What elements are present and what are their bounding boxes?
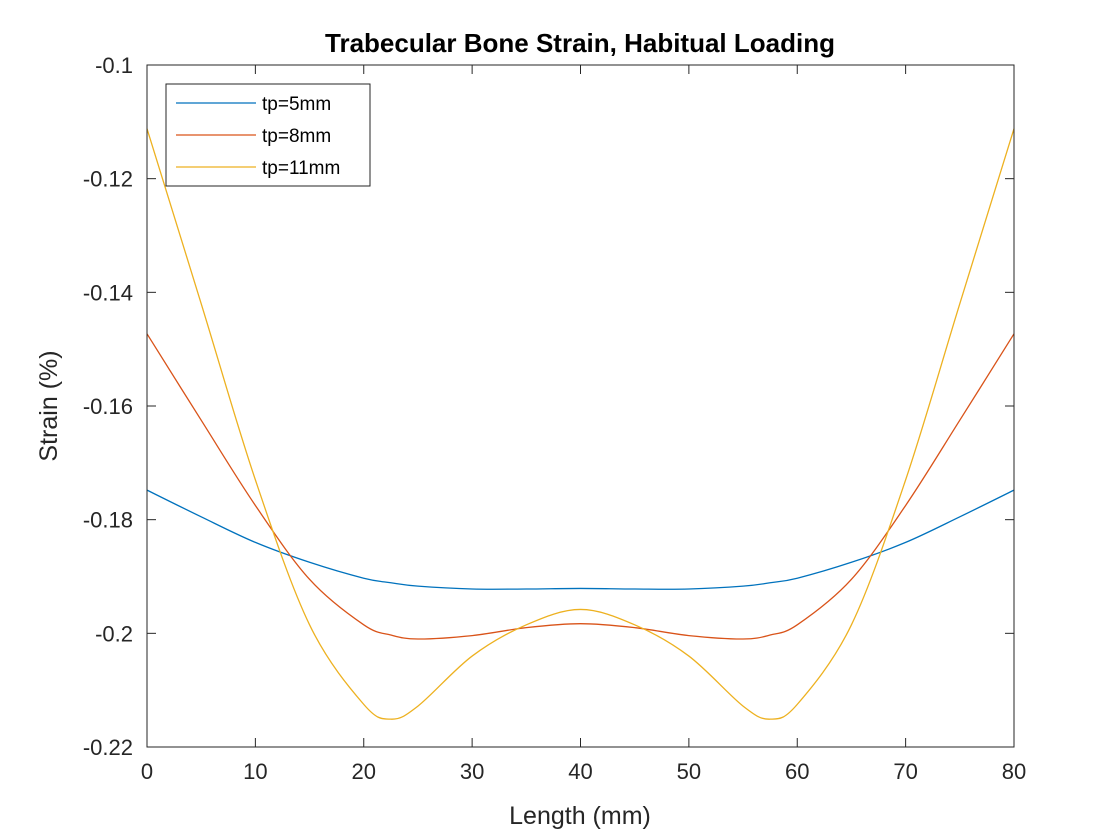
x-tick-label: 20	[352, 759, 376, 784]
series-line-3	[146, 128, 1015, 720]
y-tick-label: -0.1	[95, 53, 133, 78]
x-tick-label: 50	[677, 759, 701, 784]
y-tick-label: -0.12	[83, 167, 133, 192]
ticks-layer: 0 10 20 30 40 50 60 70 80 -0.22 -0.2 -0.18 -0.16 -0.1…	[83, 53, 1026, 784]
series-line-2	[146, 333, 1015, 640]
y-tick-label: -0.2	[95, 621, 133, 646]
x-tick-label: 0	[141, 759, 153, 784]
y-tick-label: -0.16	[83, 394, 133, 419]
x-tick-label: 10	[243, 759, 267, 784]
legend: tp=5mm tp=8mm tp=11mm	[165, 83, 371, 187]
x-axis-label: Length (mm)	[509, 802, 651, 830]
x-tick-label: 30	[460, 759, 484, 784]
chart-title: Trabecular Bone Strain, Habitual Loading	[325, 28, 835, 58]
y-tick-label: -0.22	[83, 735, 133, 760]
y-tick-label: -0.18	[83, 508, 133, 533]
x-tick-label: 80	[1002, 759, 1026, 784]
y-axis-label: Strain (%)	[35, 350, 63, 461]
legend-label: tp=11mm	[262, 158, 340, 179]
legend-items: tp=5mm tp=8mm tp=11mm	[176, 94, 340, 179]
legend-label: tp=5mm	[262, 94, 331, 115]
legend-label: tp=8mm	[262, 126, 331, 147]
x-tick-label: 60	[785, 759, 809, 784]
x-tick-label: 70	[893, 759, 917, 784]
series-line-1	[146, 489, 1015, 590]
series-layer	[146, 128, 1015, 720]
y-tick-label: -0.14	[83, 280, 133, 305]
x-tick-label: 40	[568, 759, 592, 784]
